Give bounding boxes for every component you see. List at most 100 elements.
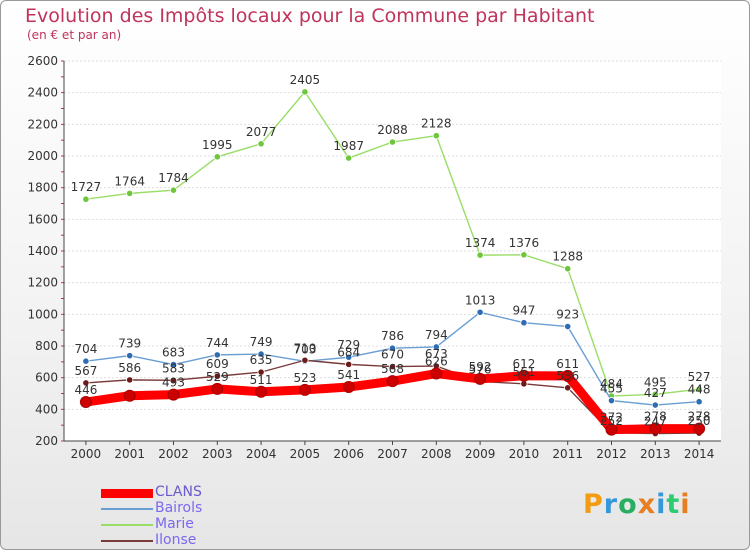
legend-swatch (101, 488, 153, 498)
data-label-bairols: 704 (74, 342, 97, 356)
data-label-marie: 1784 (158, 171, 189, 185)
data-label-ilonse: 576 (469, 362, 492, 376)
data-label-clans: 278 (688, 410, 711, 424)
data-point-ilonse (213, 372, 221, 380)
data-label-clans: 541 (337, 368, 360, 382)
data-label-bairols: 1013 (465, 293, 496, 307)
x-tick-label: 2005 (290, 447, 321, 461)
data-point-ilonse (564, 384, 572, 392)
data-label-marie: 484 (600, 377, 623, 391)
logo-letter: o (618, 489, 638, 520)
data-point-marie (651, 390, 659, 398)
data-point-bairols (213, 351, 221, 359)
data-label-marie: 1987 (333, 139, 364, 153)
data-point-clans (605, 423, 618, 436)
data-point-bairols (476, 308, 484, 316)
y-tick-label: 1600 (27, 212, 58, 226)
data-label-bairols: 729 (337, 338, 360, 352)
data-point-marie (126, 189, 134, 197)
data-label-marie: 2077 (246, 125, 277, 139)
data-point-clans (298, 383, 311, 396)
data-label-marie: 1376 (509, 236, 540, 250)
data-point-marie (257, 140, 265, 148)
data-label-clans: 278 (644, 410, 667, 424)
data-label-bairols: 794 (425, 328, 448, 342)
data-label-ilonse: 252 (600, 414, 623, 428)
data-label-ilonse: 250 (688, 414, 711, 428)
legend-label: CLANS (155, 484, 202, 500)
data-label-bairols: 923 (556, 308, 579, 322)
y-tick-label: 1000 (27, 307, 58, 321)
data-point-marie (520, 251, 528, 259)
x-tick-label: 2009 (465, 447, 496, 461)
data-label-ilonse: 561 (512, 365, 535, 379)
x-tick-label: 2001 (114, 447, 145, 461)
x-tick-label: 2007 (377, 447, 408, 461)
data-label-ilonse: 710 (293, 341, 316, 355)
data-point-ilonse (82, 379, 90, 387)
data-label-marie: 527 (688, 370, 711, 384)
x-tick-label: 2002 (158, 447, 189, 461)
data-point-marie (213, 153, 221, 161)
logo-letter: P (583, 489, 604, 520)
data-point-clans (561, 369, 574, 382)
data-label-clans: 568 (381, 362, 404, 376)
data-point-ilonse (388, 362, 397, 371)
data-label-clans: 611 (556, 357, 579, 371)
data-label-ilonse: 670 (381, 348, 404, 362)
chart-subtitle: (en € et par an) (27, 28, 122, 42)
data-point-bairols (432, 343, 440, 351)
data-point-bairols (388, 344, 397, 352)
proxiti-logo: Proxiti (583, 489, 691, 520)
data-label-ilonse: 586 (118, 361, 141, 375)
x-tick-label: 2010 (509, 447, 540, 461)
data-label-bairols: 683 (162, 346, 185, 360)
data-label-bairols: 427 (644, 386, 667, 400)
legend-label: Marie (155, 516, 194, 532)
y-tick-label: 1200 (27, 276, 58, 290)
data-label-bairols: 947 (512, 304, 535, 318)
data-label-clans: 272 (600, 411, 623, 425)
legend-label: Bairols (155, 500, 203, 516)
y-tick-label: 2400 (27, 86, 58, 100)
logo-letter: i (680, 489, 691, 520)
y-tick-label: 600 (35, 371, 58, 385)
data-point-clans (79, 396, 92, 409)
data-label-clans: 592 (469, 360, 492, 374)
data-point-bairols (607, 397, 616, 405)
y-tick-label: 1400 (27, 244, 58, 258)
chart-title: Evolution des Impôts locaux pour la Comm… (25, 5, 595, 27)
y-tick-label: 2000 (27, 149, 58, 163)
y-tick-label: 2600 (27, 54, 58, 68)
data-label-clans: 523 (293, 371, 316, 385)
data-point-bairols (564, 322, 572, 331)
data-point-clans (255, 385, 268, 398)
data-label-clans: 493 (162, 376, 185, 390)
x-tick-label: 2014 (684, 447, 715, 461)
data-point-clans (167, 388, 180, 401)
data-label-bairols: 786 (381, 329, 404, 343)
x-tick-label: 2000 (71, 447, 102, 461)
x-tick-label: 2011 (552, 447, 583, 461)
data-label-ilonse: 583 (162, 361, 185, 375)
x-tick-label: 2013 (640, 447, 671, 461)
x-tick-label: 2012 (596, 447, 627, 461)
data-point-clans (211, 382, 224, 395)
logo-letter: t (666, 489, 681, 520)
data-point-bairols (257, 350, 265, 358)
data-label-ilonse: 609 (206, 357, 229, 371)
data-label-clans: 612 (512, 357, 535, 371)
data-label-marie: 2128 (421, 117, 452, 131)
data-point-clans (342, 381, 355, 394)
data-point-ilonse (301, 356, 309, 364)
y-tick-label: 2200 (27, 117, 58, 131)
data-point-marie (169, 186, 178, 194)
data-label-bairols: 703 (293, 342, 316, 356)
data-point-marie (476, 251, 484, 259)
x-tick-label: 2006 (333, 447, 364, 461)
data-point-marie (82, 195, 90, 203)
x-tick-label: 2004 (246, 447, 277, 461)
y-tick-label: 800 (35, 339, 58, 353)
data-label-marie: 1995 (202, 138, 233, 152)
